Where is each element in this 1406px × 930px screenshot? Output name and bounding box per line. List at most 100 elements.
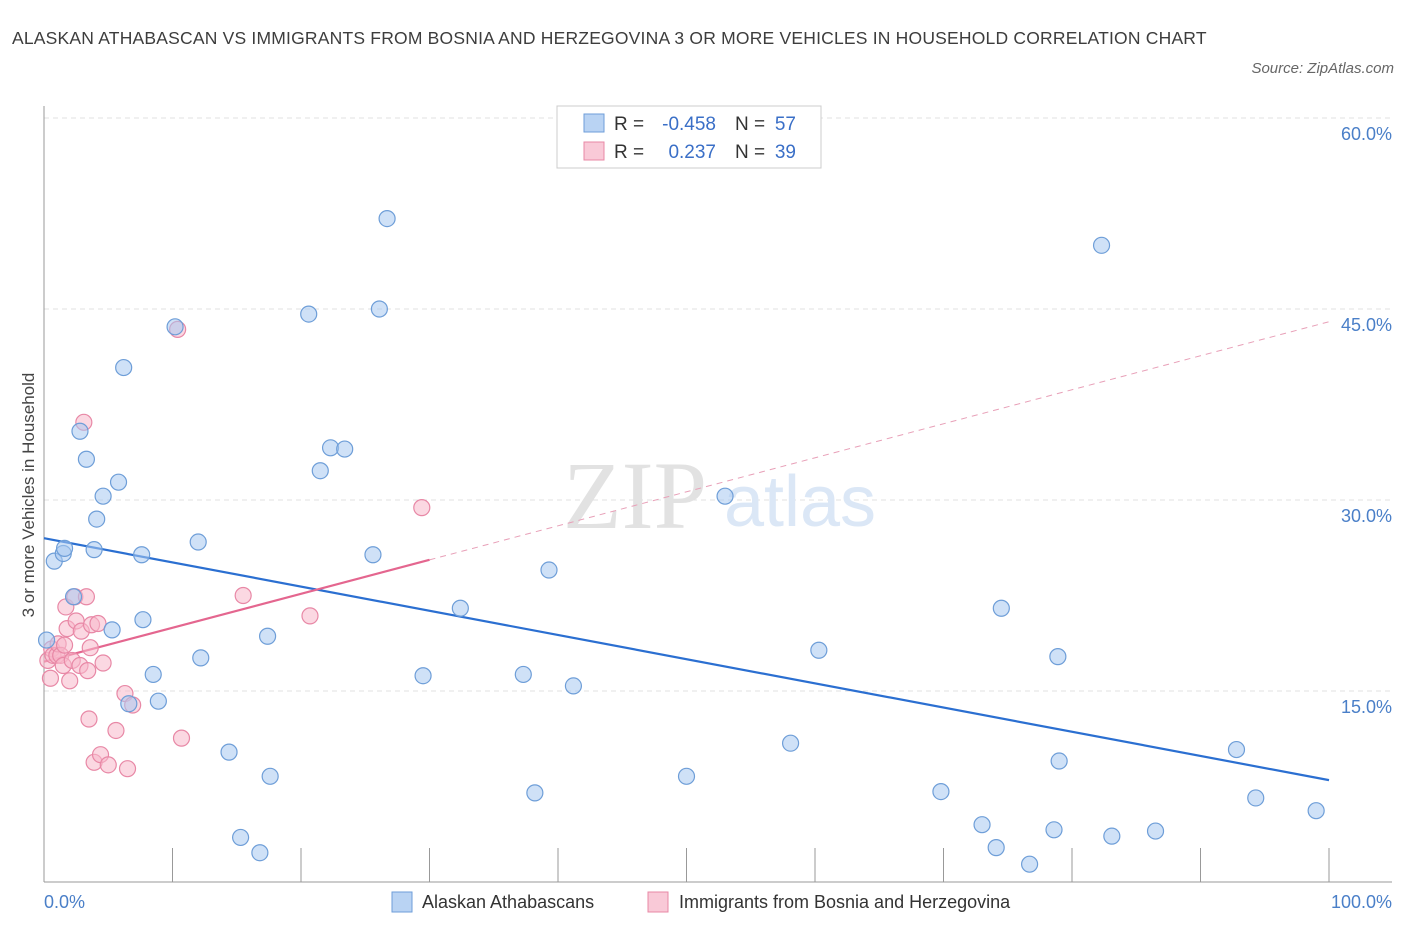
legend-n-value-1: 57 [775, 114, 796, 135]
point-bosnia [79, 662, 97, 680]
trend-extension-1 [429, 321, 1330, 561]
point-athabascan [94, 487, 112, 505]
watermark-zip: ZIP [563, 442, 707, 549]
data-points [37, 209, 1325, 873]
point-bosnia [81, 639, 99, 657]
point-athabascan [261, 767, 279, 785]
point-athabascan [144, 665, 162, 684]
y-tick-label: 60.0% [1341, 124, 1392, 144]
point-bosnia [89, 614, 107, 633]
point-athabascan [677, 767, 696, 785]
point-athabascan [300, 305, 318, 323]
axes [43, 106, 1392, 883]
point-athabascan [85, 541, 103, 559]
source-label: Source: ZipAtlas.com [1251, 60, 1394, 77]
y-tick-label: 15.0% [1341, 697, 1392, 717]
bottom-legend: Alaskan Athabascans Immigrants from Bosn… [391, 891, 1011, 913]
legend-n-label-1: N = [735, 114, 765, 135]
point-athabascan [88, 510, 106, 528]
point-athabascan [258, 627, 277, 645]
point-bosnia [94, 654, 112, 672]
point-athabascan [1227, 740, 1246, 759]
point-athabascan [1092, 236, 1111, 254]
point-athabascan [1045, 821, 1063, 839]
point-bosnia [99, 756, 117, 774]
point-bosnia [413, 499, 431, 517]
x-tick-label-max: 100.0% [1331, 892, 1392, 912]
point-athabascan [716, 487, 734, 505]
point-athabascan [189, 533, 207, 551]
point-athabascan [451, 599, 469, 617]
point-athabascan [166, 318, 184, 336]
point-bosnia [61, 672, 79, 690]
point-athabascan [37, 631, 56, 649]
point-athabascan [414, 667, 432, 685]
x-tick-label-min: 0.0% [44, 892, 85, 912]
point-athabascan [1103, 827, 1121, 845]
point-athabascan [232, 828, 250, 847]
watermark-atlas: atlas [724, 462, 876, 542]
point-athabascan [134, 611, 152, 629]
point-athabascan [220, 743, 238, 761]
y-axis-label: 3 or more Vehicles in Household [19, 373, 38, 618]
point-athabascan [321, 439, 340, 457]
legend-r-value-2: 0.237 [668, 142, 716, 163]
point-athabascan [251, 844, 269, 862]
point-athabascan [810, 641, 828, 659]
bottom-legend-swatch-bosnia [647, 891, 669, 913]
point-bosnia [107, 721, 125, 740]
point-athabascan [1247, 789, 1265, 807]
point-athabascan [540, 561, 558, 579]
legend-r-label-2: R = [614, 142, 644, 163]
point-athabascan [526, 784, 544, 802]
point-athabascan [115, 358, 133, 377]
bottom-legend-swatch-athabascan [391, 891, 413, 913]
point-athabascan [1146, 822, 1165, 840]
point-bosnia [118, 760, 137, 778]
point-athabascan [311, 462, 329, 480]
top-legend: R = -0.458 N = 57 R = 0.237 N = 39 [556, 105, 822, 169]
tick-labels: 15.0% 30.0% 45.0% 60.0% 0.0% 100.0% [44, 124, 1392, 912]
point-athabascan [564, 677, 583, 695]
legend-r-value-1: -0.458 [662, 114, 716, 135]
point-athabascan [1020, 855, 1039, 873]
grid-lines [44, 117, 1392, 692]
point-bosnia [301, 607, 319, 625]
point-bosnia [80, 710, 98, 728]
y-tick-label: 45.0% [1341, 315, 1392, 335]
legend-n-value-2: 39 [775, 142, 796, 163]
point-athabascan [1050, 752, 1068, 770]
point-athabascan [71, 422, 89, 440]
point-athabascan [987, 839, 1005, 857]
y-tick-label: 30.0% [1341, 506, 1392, 526]
point-athabascan [1049, 648, 1067, 666]
point-athabascan [133, 546, 151, 564]
point-athabascan [336, 440, 354, 458]
point-athabascan [1307, 802, 1325, 820]
legend-r-label-1: R = [614, 114, 644, 135]
point-bosnia [234, 586, 252, 605]
point-athabascan [192, 649, 210, 667]
point-athabascan [932, 782, 950, 801]
point-athabascan [364, 546, 382, 564]
trend-line-1 [43, 558, 430, 663]
point-bosnia [41, 669, 60, 687]
chart-title: ALASKAN ATHABASCAN VS IMMIGRANTS FROM BO… [12, 28, 1207, 48]
point-athabascan [55, 539, 74, 557]
point-athabascan [103, 621, 121, 639]
point-athabascan [781, 734, 800, 752]
point-bosnia [172, 729, 191, 747]
point-athabascan [992, 599, 1010, 617]
point-athabascan [973, 816, 991, 834]
trend-line-0 [43, 537, 1330, 782]
legend-n-label-2: N = [735, 142, 765, 163]
point-athabascan [64, 588, 83, 606]
bottom-legend-label-athabascan: Alaskan Athabascans [422, 892, 594, 912]
bottom-legend-label-bosnia: Immigrants from Bosnia and Herzegovina [679, 892, 1011, 912]
point-bosnia [55, 636, 74, 654]
point-athabascan [120, 695, 138, 713]
legend-swatch-athabascan [583, 113, 605, 133]
point-athabascan [109, 473, 128, 491]
point-athabascan [77, 450, 96, 468]
